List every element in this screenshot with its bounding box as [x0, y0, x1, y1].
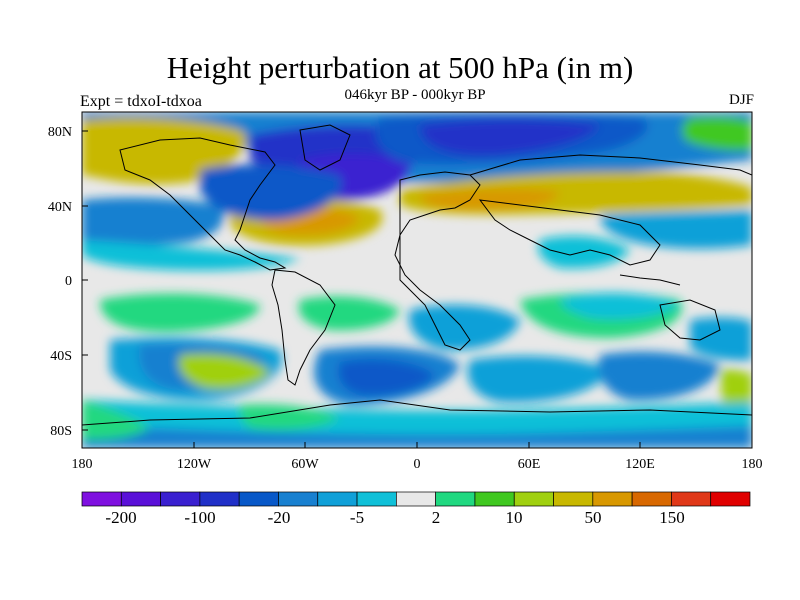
lon-tick-label: 0: [414, 457, 421, 472]
coastlines: [82, 124, 752, 426]
lon-tick-label: 180: [742, 457, 763, 472]
lon-tick-label: 60W: [291, 457, 319, 472]
map-subtitle: 046kyr BP - 000kyr BP: [344, 87, 486, 103]
lat-tick-label: 0: [65, 274, 72, 289]
colorbar-swatch: [513, 491, 554, 507]
map-title: Height perturbation at 500 hPa (in m): [166, 50, 634, 85]
colorbar-swatch: [671, 491, 712, 507]
latitude-axis: 80N 40N 0 40S 80S: [48, 125, 88, 439]
colorbar-label: 2: [432, 508, 441, 527]
contour-band: [409, 304, 520, 351]
lat-tick-label: 80N: [48, 125, 72, 140]
colorbar-label: -200: [105, 508, 136, 527]
contour-band: [82, 197, 224, 246]
experiment-label: Expt = tdxoI-tdxoa: [80, 93, 202, 110]
contour-band: [239, 404, 340, 430]
colorbar-swatch: [81, 491, 122, 507]
contour-band: [538, 235, 630, 269]
contour-band: [298, 296, 400, 331]
contour-band: [338, 359, 435, 396]
lon-tick-label: 120W: [177, 457, 212, 472]
colorbar-label: 50: [585, 508, 602, 527]
contour-band: [690, 317, 752, 361]
colorbar-swatch: [710, 491, 751, 507]
lat-tick-label: 40N: [48, 200, 72, 215]
colorbar-label: -5: [350, 508, 364, 527]
lon-tick-label: 180: [72, 457, 93, 472]
contour-band: [600, 210, 752, 249]
contour-band: [560, 292, 680, 320]
colorbar-swatch: [120, 491, 161, 507]
lon-tick-label: 120E: [625, 457, 655, 472]
colorbar-label: -20: [268, 508, 291, 527]
contour-band: [200, 164, 342, 221]
colorbar-swatch: [592, 491, 633, 507]
colorbar-swatch: [396, 491, 436, 507]
colorbar-swatch: [553, 491, 594, 507]
colorbar-swatch: [474, 491, 515, 507]
season-label: DJF: [728, 92, 754, 108]
colorbar-labels: -200 -100 -20 -5 2 10 50 150: [105, 508, 684, 527]
colorbar-swatch: [199, 491, 240, 507]
contour-band: [82, 240, 300, 271]
colorbar-swatch: [278, 491, 319, 507]
contour-band: [82, 400, 150, 440]
contour-band: [598, 351, 720, 401]
colorbar-swatch: [160, 491, 201, 507]
contour-field: [82, 112, 752, 448]
lat-tick-label: 40S: [50, 349, 72, 364]
colorbar-label: 150: [659, 508, 685, 527]
contour-band: [100, 293, 260, 332]
colorbar-swatch: [435, 491, 476, 507]
colorbar-swatch: [356, 491, 397, 507]
contour-band: [420, 188, 560, 210]
colorbar: [81, 491, 751, 507]
contour-band: [682, 116, 752, 151]
contour-band: [467, 355, 610, 403]
longitude-axis: 180 120W 60W 0 60E 120E 180: [72, 442, 763, 472]
lon-tick-label: 60E: [518, 457, 541, 472]
colorbar-swatch: [317, 491, 358, 507]
colorbar-swatch: [238, 491, 279, 507]
lat-tick-label: 80S: [50, 424, 72, 439]
colorbar-label: -100: [184, 508, 215, 527]
contour-band: [420, 119, 600, 156]
colorbar-label: 10: [506, 508, 523, 527]
colorbar-swatch: [631, 491, 672, 507]
contour-band: [178, 353, 270, 390]
contour-band: [82, 425, 752, 448]
